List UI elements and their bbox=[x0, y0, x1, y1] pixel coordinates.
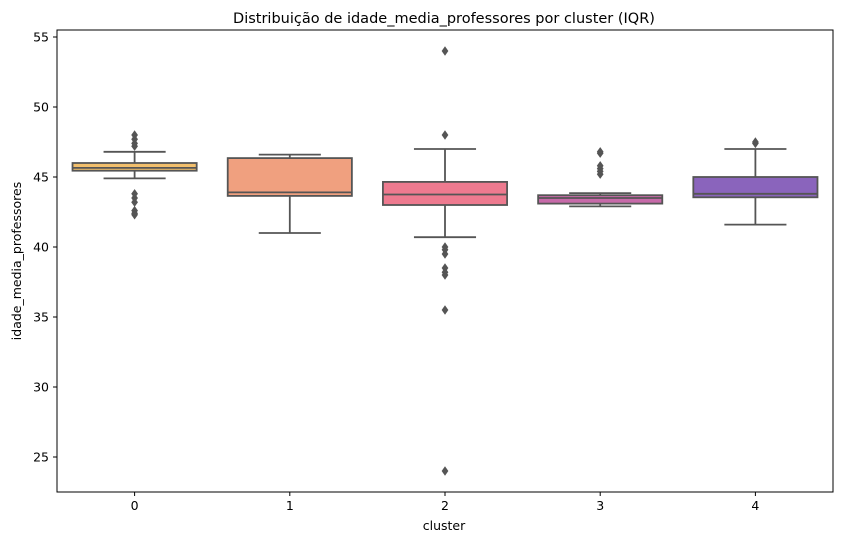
outlier-point bbox=[441, 46, 449, 56]
plot-area bbox=[71, 46, 819, 476]
iqr-box bbox=[537, 194, 664, 205]
y-tick-label: 45 bbox=[33, 170, 49, 185]
outlier-point bbox=[131, 189, 138, 199]
outlier-point bbox=[441, 466, 449, 476]
outlier-point bbox=[441, 270, 449, 280]
iqr-box bbox=[692, 176, 819, 199]
iqr-box bbox=[382, 180, 508, 206]
box-group-1 bbox=[226, 153, 353, 234]
y-axis-label: idade_media_professores bbox=[9, 182, 24, 340]
iqr-box bbox=[226, 157, 353, 197]
outlier-point bbox=[441, 305, 449, 315]
y-tick-label: 25 bbox=[33, 450, 49, 465]
axes: 25 30 35 40 45 50 55 0 1 2 3 4 bbox=[33, 30, 759, 514]
outlier-point bbox=[596, 147, 604, 157]
y-tick-label: 40 bbox=[33, 240, 49, 255]
x-tick-label: 1 bbox=[286, 498, 294, 513]
box-group-4 bbox=[692, 137, 819, 226]
y-tick-label: 30 bbox=[33, 380, 49, 395]
box-group-2 bbox=[382, 46, 508, 476]
plot-frame bbox=[56, 29, 834, 493]
outlier-point bbox=[441, 130, 449, 140]
x-tick-label: 3 bbox=[596, 498, 604, 513]
box-group-0 bbox=[71, 130, 198, 220]
y-tick-label: 50 bbox=[33, 100, 49, 115]
outlier-point bbox=[596, 161, 604, 171]
outlier-point bbox=[441, 249, 449, 259]
chart-title: Distribuição de idade_media_professores … bbox=[233, 11, 655, 27]
outlier-point bbox=[131, 208, 138, 219]
x-tick-label: 2 bbox=[441, 498, 449, 513]
box-group-3 bbox=[537, 147, 664, 208]
x-tick-label: 4 bbox=[751, 498, 759, 513]
y-tick-label: 35 bbox=[33, 310, 49, 325]
outlier-point bbox=[752, 137, 759, 147]
y-tick-label: 55 bbox=[33, 30, 49, 45]
x-tick-label: 0 bbox=[131, 498, 139, 513]
iqr-box bbox=[71, 162, 198, 172]
x-axis-label: cluster bbox=[423, 518, 466, 533]
outlier-point bbox=[131, 130, 138, 140]
